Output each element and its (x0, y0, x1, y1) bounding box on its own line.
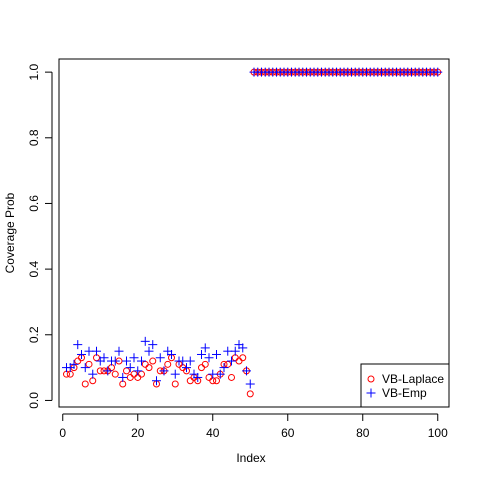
point-vb-emp (137, 356, 146, 366)
point-vb-laplace (111, 370, 119, 378)
legend-box (360, 363, 450, 408)
point-vb-emp (144, 346, 154, 356)
point-vb-laplace (81, 380, 89, 388)
axes-layer: 0 20 40 60 80 100 0.0 0.2 0.4 0.6 0.8 1.0 (27, 58, 450, 440)
point-vb-laplace (201, 360, 209, 368)
y-tick-label: 0.4 (27, 260, 41, 277)
point-vb-emp (212, 349, 221, 359)
point-vb-emp (133, 366, 143, 376)
point-vb-emp (238, 343, 248, 353)
y-tick-label: 0.8 (27, 129, 41, 146)
point-vb-emp (182, 363, 191, 373)
point-vb-emp (170, 369, 180, 379)
point-vb-emp (227, 356, 236, 366)
points-layer (62, 67, 443, 398)
point-vb-emp (80, 363, 90, 373)
point-vb-emp (219, 363, 229, 373)
y-tick-label: 0.0 (27, 392, 41, 409)
x-tick-label: 60 (281, 426, 295, 440)
point-vb-emp (92, 346, 101, 356)
y-tick-label: 0.6 (27, 195, 41, 212)
point-vb-emp (77, 349, 86, 359)
point-vb-laplace (149, 357, 157, 365)
point-vb-emp (148, 340, 158, 350)
point-vb-laplace (171, 380, 179, 388)
x-tick-label: 20 (131, 426, 145, 440)
x-tick-label: 40 (206, 426, 220, 440)
point-vb-laplace (246, 390, 254, 398)
point-vb-laplace (239, 354, 247, 362)
point-vb-laplace (213, 377, 220, 385)
legend-label: VB-Laplace (382, 372, 444, 386)
x-tick-label: 0 (59, 426, 66, 440)
point-vb-emp (118, 372, 128, 382)
point-vb-emp (129, 353, 139, 363)
point-vb-emp (215, 369, 225, 379)
point-vb-emp (99, 353, 109, 363)
x-axis-label: Index (236, 451, 265, 465)
point-vb-laplace (228, 373, 235, 381)
legend-marker-vb-laplace (367, 375, 375, 383)
y-tick-label: 0.2 (27, 326, 41, 343)
point-vb-emp (159, 366, 169, 376)
point-vb-emp (152, 376, 161, 386)
point-vb-emp (193, 372, 203, 382)
point-vb-emp (122, 356, 131, 366)
plot-frame (58, 58, 450, 408)
x-tick-label: 80 (356, 426, 370, 440)
point-vb-emp (140, 336, 150, 346)
y-tick-label: 1.0 (27, 63, 41, 80)
y-axis-label: Coverage Prob (3, 192, 17, 273)
point-vb-emp (155, 353, 165, 363)
point-vb-emp (69, 359, 79, 369)
point-vb-emp (88, 369, 98, 379)
point-vb-emp (245, 379, 255, 389)
legend-label: VB-Emp (382, 386, 427, 400)
point-vb-laplace (164, 360, 172, 368)
point-vb-emp (125, 363, 135, 373)
legend-marker-vb-emp (366, 388, 376, 398)
point-vb-emp (110, 356, 120, 366)
point-vb-emp (230, 346, 240, 356)
point-vb-emp (167, 349, 176, 359)
point-vb-emp (242, 366, 251, 376)
point-vb-emp (204, 353, 214, 363)
point-vb-emp (114, 346, 124, 356)
point-vb-emp (185, 356, 195, 366)
x-tick-label: 100 (428, 426, 448, 440)
point-vb-emp (433, 67, 443, 77)
point-vb-emp (73, 340, 83, 350)
point-vb-emp (103, 366, 113, 376)
point-vb-emp (197, 349, 206, 359)
point-vb-emp (200, 343, 210, 353)
point-vb-laplace (145, 364, 153, 372)
